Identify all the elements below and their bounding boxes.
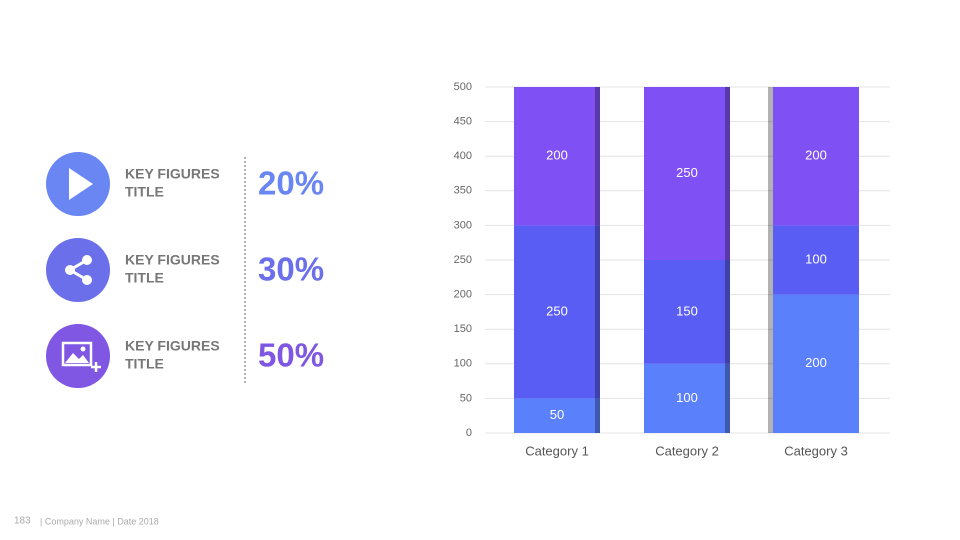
- data-label: 150: [676, 303, 698, 318]
- data-label: 200: [805, 355, 827, 370]
- key-figure-title: KEY FIGURES: [125, 166, 220, 182]
- bar-side: [725, 260, 730, 364]
- data-label: 200: [546, 148, 568, 163]
- bar-side: [768, 225, 773, 295]
- y-tick-label: 300: [454, 219, 472, 231]
- footer-text: | Company Name | Date 2018: [40, 516, 159, 526]
- data-label: 50: [550, 407, 564, 422]
- data-label: 250: [546, 303, 568, 318]
- bar-segment: [644, 260, 730, 364]
- bar-segment: [644, 363, 730, 433]
- data-label: 250: [676, 165, 698, 180]
- key-figure-value: 50%: [258, 337, 324, 374]
- y-tick-label: 50: [460, 392, 472, 404]
- page-number: 183: [14, 516, 31, 527]
- y-tick-label: 250: [454, 254, 472, 266]
- key-figure-value: 30%: [258, 251, 324, 288]
- icon-circle: [46, 238, 110, 302]
- bar-side: [595, 398, 600, 433]
- key-figure-value: 20%: [258, 165, 324, 202]
- data-label: 100: [676, 390, 698, 405]
- key-figure-title: TITLE: [125, 184, 164, 200]
- x-tick-label: Category 2: [655, 443, 719, 458]
- x-tick-label: Category 1: [525, 443, 589, 458]
- y-tick-label: 150: [454, 323, 472, 335]
- y-tick-label: 500: [454, 81, 472, 93]
- key-figure-title: TITLE: [125, 270, 164, 286]
- bar-segment: [773, 294, 859, 433]
- bar-segment: [773, 225, 859, 295]
- bar-side: [768, 87, 773, 226]
- y-tick-label: 0: [466, 427, 472, 439]
- data-label: 200: [805, 148, 827, 163]
- key-figure-title: KEY FIGURES: [125, 338, 220, 354]
- bar-side: [725, 87, 730, 260]
- bar-side: [595, 225, 600, 399]
- y-tick-label: 400: [454, 150, 472, 162]
- bar-segment: [514, 398, 600, 433]
- y-tick-label: 350: [454, 185, 472, 197]
- data-label: 100: [805, 251, 827, 266]
- bar-segment: [644, 87, 730, 260]
- share-icon: [65, 255, 92, 285]
- key-figure-title: TITLE: [125, 356, 164, 372]
- bar-segment: [514, 87, 600, 226]
- x-tick-label: Category 3: [784, 443, 848, 458]
- key-figures: KEY FIGURES TITLE 20% KEY FIGURES TITLE 30% KE…: [125, 165, 324, 374]
- y-tick-label: 450: [454, 116, 472, 128]
- y-tick-label: 100: [454, 358, 472, 370]
- y-tick-label: 200: [454, 289, 472, 301]
- play-icon: [69, 168, 93, 200]
- bar-segment: [773, 87, 859, 226]
- bar-segment: [514, 225, 600, 399]
- bar-side: [725, 363, 730, 433]
- key-figure-icons: [46, 152, 110, 388]
- key-figure-title: KEY FIGURES: [125, 252, 220, 268]
- icon-circle: [46, 324, 110, 388]
- chart: 0 50 100 150 200 250 300 350 400 450 500 Category 1…: [454, 81, 890, 458]
- image-icon: [61, 341, 101, 372]
- bar-side: [595, 87, 600, 226]
- bar-side: [768, 294, 773, 433]
